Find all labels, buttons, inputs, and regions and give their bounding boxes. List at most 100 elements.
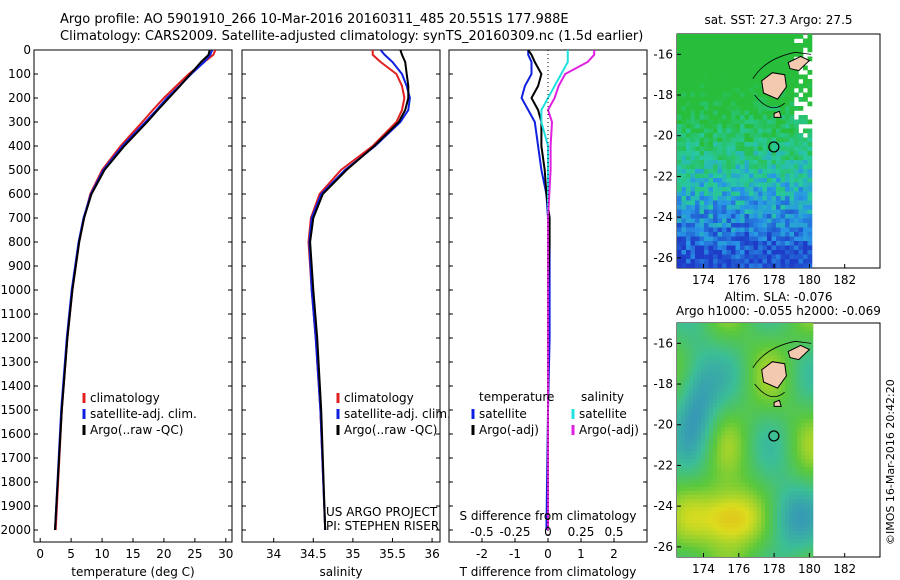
sla-cell: [713, 415, 718, 420]
sst-cell: [735, 160, 741, 165]
sla-cell: [677, 551, 682, 556]
sla-cell: [729, 495, 734, 500]
sst-cell: [753, 133, 759, 138]
sst-cell: [780, 97, 786, 102]
sla-cell: [733, 451, 738, 456]
sst-cell: [753, 191, 759, 197]
sst-cell: [798, 43, 804, 48]
sst-cell: [731, 142, 736, 147]
sla-cell: [697, 515, 702, 520]
sst-cell: [744, 241, 750, 246]
sla-cell: [737, 447, 742, 452]
sst-cell: [780, 173, 786, 179]
sst-cell: [695, 128, 700, 134]
sla-cell: [769, 339, 774, 344]
sla-cell: [741, 355, 746, 360]
sst-cell: [780, 137, 786, 143]
sst-cell: [695, 250, 700, 255]
sla-cell: [709, 547, 714, 552]
sla-cell: [749, 547, 754, 552]
sla-cell: [765, 503, 770, 508]
depth-tick-label: 1200: [0, 331, 31, 345]
sla-cell: [809, 395, 814, 400]
sla-cell: [809, 475, 814, 480]
sst-cell: [690, 110, 696, 116]
depth-tick-label: 2000: [0, 523, 31, 537]
sla-cell: [805, 475, 810, 480]
sla-cell: [805, 427, 810, 432]
sst-cell: [740, 128, 745, 134]
sst-cell: [690, 119, 696, 125]
sst-cell: [690, 133, 696, 138]
sst-cell: [762, 128, 768, 134]
sla-cell: [805, 471, 810, 476]
sla-cell: [685, 415, 690, 420]
sla-cell: [749, 379, 754, 384]
sst-cell: [744, 65, 750, 71]
x-tick-label: 0: [544, 547, 552, 561]
sla-cell: [685, 391, 690, 396]
sla-cell: [785, 335, 790, 340]
sla-cell: [709, 519, 714, 524]
sst-cell: [762, 263, 768, 268]
sst-cell: [704, 218, 709, 224]
sla-cell: [693, 427, 698, 432]
sla-cell: [805, 547, 810, 552]
sla-cell: [721, 351, 726, 356]
sla-cell: [689, 515, 694, 520]
sla-cell: [721, 451, 726, 456]
sst-cell: [749, 245, 754, 251]
sst-cell: [731, 43, 736, 48]
sst-cell: [753, 187, 759, 192]
depth-tick-label: 0: [23, 43, 31, 57]
sla-cell: [753, 439, 758, 444]
sla-cell: [705, 435, 710, 440]
sst-cell: [789, 151, 795, 156]
sst-cell: [789, 124, 795, 129]
sst-cell: [677, 232, 682, 237]
sla-cell: [737, 427, 742, 432]
sla-cell: [761, 387, 766, 392]
sst-cell: [681, 106, 687, 111]
sla-cell: [685, 407, 690, 412]
plot-title-line1: Argo profile: AO 5901910_266 10-Mar-2016…: [60, 12, 569, 27]
sla-cell: [789, 507, 794, 512]
sla-cell: [801, 547, 806, 552]
sst-cell: [722, 241, 727, 246]
sst-cell: [690, 164, 696, 170]
sla-cell: [741, 435, 746, 440]
sla-cell: [737, 475, 742, 480]
sst-cell: [762, 160, 768, 165]
sst-cell: [722, 191, 727, 197]
sla-cell: [801, 471, 806, 476]
temperature-frame: [33, 49, 233, 543]
sla-cell: [785, 347, 790, 352]
sla-cell: [677, 367, 682, 372]
sst-cell: [713, 263, 718, 268]
sst-cell: [735, 124, 741, 129]
sst-cell: [794, 124, 799, 129]
sla-cell: [681, 375, 686, 380]
sst-cell: [717, 142, 723, 147]
sla-cell: [745, 347, 750, 352]
sla-cell: [785, 447, 790, 452]
sst-cell: [762, 56, 768, 62]
sla-cell: [805, 515, 810, 520]
sla-cell: [725, 415, 730, 420]
sla-cell: [689, 547, 694, 552]
sla-cell: [777, 507, 782, 512]
sla-cell: [713, 427, 718, 432]
sst-cell: [708, 137, 714, 143]
sla-cell: [685, 555, 690, 557]
sla-cell: [709, 455, 714, 460]
sla-cell: [785, 379, 790, 384]
sst-cell: [726, 106, 732, 111]
sst-cell: [717, 128, 723, 134]
sst-cell: [713, 97, 718, 102]
sla-cell: [677, 443, 682, 448]
sla-cell: [689, 363, 694, 368]
sst-cell: [794, 187, 799, 192]
sla-cell: [701, 339, 706, 344]
sla-cell: [749, 551, 754, 556]
sla-cell: [705, 323, 710, 328]
